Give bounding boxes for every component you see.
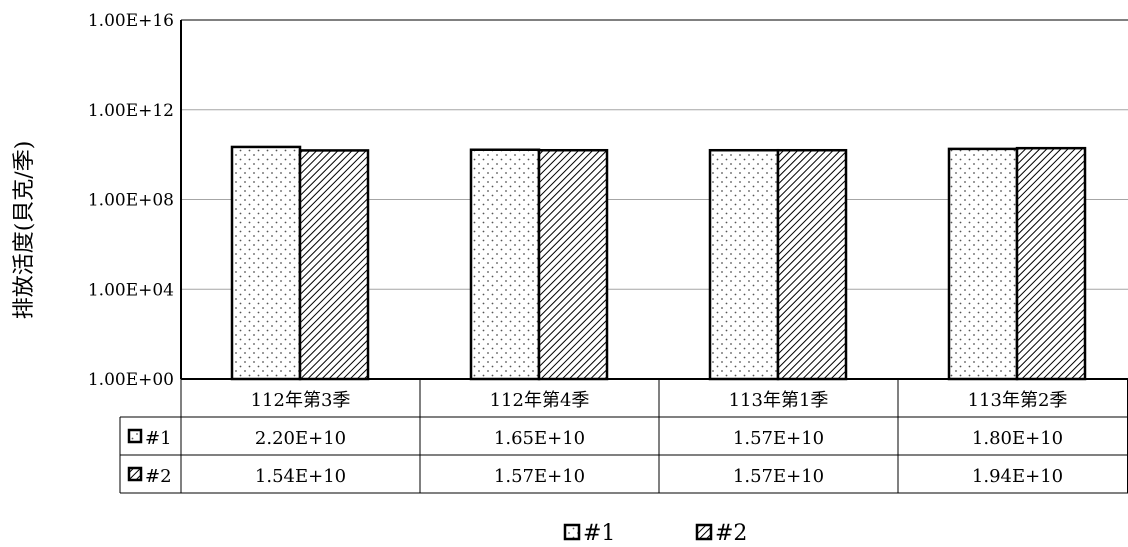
y-tick-label-0: 1.00E+00 [88,370,174,390]
legend-swatch-1 [563,523,581,541]
legend: #1 #2 [563,521,747,546]
bar-series1-2 [469,148,541,381]
data-table: 112年第3季 112年第4季 113年第1季 113年第2季 #1 2.20E+10 1.… [119,379,1128,494]
data-label-series1-4: 1.80E+10 [972,428,1063,449]
table-series-label-2: #2 [145,466,172,487]
y-tick-label-3: 1.00E+12 [88,101,174,121]
table-series-label-1: #1 [145,428,172,449]
data-label-series1-3: 1.57E+10 [733,428,824,449]
bar-series2-4 [1015,146,1087,381]
y-tick-label-2: 1.00E+08 [88,191,174,211]
bars [230,145,1087,381]
y-tick-label-4: 1.00E+16 [88,11,174,31]
category-label-4: 113年第2季 [968,390,1068,411]
legend-label-2: #2 [715,521,747,546]
bar-series1-1 [230,145,302,381]
legend-label-1: #1 [583,521,615,546]
bar-series1-3 [708,148,780,381]
bar-series2-1 [298,149,370,381]
table-legend-swatch-2 [127,466,143,482]
bar-series2-3 [776,148,848,381]
data-label-series1-1: 2.20E+10 [255,428,346,449]
category-label-3: 113年第1季 [729,390,829,411]
legend-swatch-2 [695,523,713,541]
y-axis-title: 排放活度(貝克/季) [12,141,37,320]
bar-series1-4 [947,147,1019,381]
legend-item-2: #2 [695,521,747,546]
data-label-series2-3: 1.57E+10 [733,466,824,487]
data-label-series1-2: 1.65E+10 [494,428,585,449]
y-axis-tick-labels: 1.00E+00 1.00E+04 1.00E+08 1.00E+12 1.00E+16 [88,11,174,390]
data-label-series2-1: 1.54E+10 [255,466,346,487]
category-label-2: 112年第4季 [490,390,590,411]
y-tick-label-1: 1.00E+04 [88,280,174,300]
table-legend-swatch-1 [127,428,143,444]
data-label-series2-4: 1.94E+10 [972,466,1063,487]
bar-series2-2 [537,148,609,381]
legend-item-1: #1 [563,521,615,546]
category-label-1: 112年第3季 [251,390,351,411]
data-label-series2-2: 1.57E+10 [494,466,585,487]
